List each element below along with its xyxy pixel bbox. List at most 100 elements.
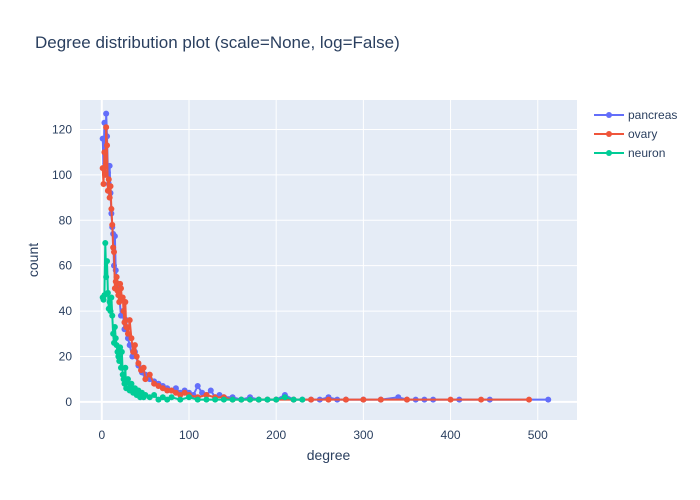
- y-tick-label: 40: [59, 304, 73, 318]
- legend-item-pancreas[interactable]: pancreas: [594, 108, 677, 122]
- data-point-ovary: [120, 308, 127, 315]
- data-point-ovary: [104, 187, 111, 194]
- data-point-ovary: [164, 387, 171, 394]
- legend[interactable]: pancreas ovary neuron: [594, 108, 677, 160]
- data-point-ovary: [146, 371, 153, 378]
- legend-marker-ovary: [606, 131, 612, 137]
- data-point-ovary: [140, 364, 147, 371]
- data-point-neuron: [115, 353, 122, 360]
- data-point-neuron: [264, 396, 271, 403]
- data-point-neuron: [100, 296, 107, 303]
- data-point-neuron: [103, 274, 110, 281]
- data-point-neuron: [121, 380, 128, 387]
- data-point-ovary: [130, 348, 137, 355]
- y-tick-label: 80: [59, 213, 73, 227]
- grid-lines: [80, 100, 577, 420]
- data-point-ovary: [325, 396, 332, 403]
- data-point-neuron: [220, 396, 227, 403]
- x-tick-label: 0: [98, 428, 105, 442]
- data-point-neuron: [128, 380, 135, 387]
- data-point-neuron: [151, 392, 158, 399]
- data-point-neuron: [110, 330, 117, 337]
- data-point-neuron: [273, 396, 280, 403]
- data-point-neuron: [255, 396, 262, 403]
- data-point-neuron: [108, 294, 115, 301]
- data-point-pancreas: [545, 396, 552, 403]
- data-point-ovary: [101, 149, 108, 156]
- data-point-ovary: [360, 396, 367, 403]
- data-point-neuron: [107, 308, 114, 315]
- data-point-ovary: [403, 396, 410, 403]
- data-point-ovary: [133, 353, 140, 360]
- data-point-ovary: [121, 319, 128, 326]
- legend-label-ovary: ovary: [628, 127, 657, 141]
- data-point-ovary: [102, 171, 109, 178]
- data-point-ovary: [126, 317, 133, 324]
- data-point-ovary: [103, 124, 110, 131]
- data-point-ovary: [100, 180, 107, 187]
- data-point-neuron: [118, 348, 125, 355]
- y-tick-label: 100: [52, 168, 72, 182]
- data-point-neuron: [120, 376, 127, 383]
- data-point-neuron: [299, 396, 306, 403]
- legend-item-ovary[interactable]: ovary: [594, 127, 657, 141]
- data-point-neuron: [112, 335, 119, 342]
- data-point-ovary: [203, 392, 210, 399]
- data-point-pancreas: [103, 110, 110, 117]
- data-point-ovary: [104, 142, 111, 149]
- data-point-pancreas: [101, 119, 108, 126]
- data-point-pancreas: [129, 353, 136, 360]
- chart-title: Degree distribution plot (scale=None, lo…: [35, 33, 400, 52]
- data-point-ovary: [377, 396, 384, 403]
- legend-item-neuron[interactable]: neuron: [594, 146, 665, 160]
- data-point-neuron: [122, 364, 129, 371]
- x-tick-label: 200: [266, 428, 286, 442]
- data-point-neuron: [229, 396, 236, 403]
- data-point-neuron: [168, 394, 175, 401]
- data-point-ovary: [109, 221, 116, 228]
- data-point-neuron: [177, 396, 184, 403]
- legend-label-pancreas: pancreas: [628, 108, 677, 122]
- x-axis-title: degree: [307, 447, 351, 463]
- data-point-ovary: [308, 396, 315, 403]
- y-tick-label: 120: [52, 123, 72, 137]
- data-point-ovary: [342, 396, 349, 403]
- x-tick-label: 400: [441, 428, 461, 442]
- legend-label-neuron: neuron: [628, 146, 665, 160]
- data-point-neuron: [102, 239, 109, 246]
- data-point-ovary: [110, 244, 117, 251]
- data-point-neuron: [119, 371, 126, 378]
- y-axis-ticks: 0 20 40 60 80 100 120: [52, 123, 72, 409]
- data-point-neuron: [109, 312, 116, 319]
- data-point-neuron: [106, 298, 113, 305]
- data-point-neuron: [290, 396, 297, 403]
- data-point-ovary: [119, 294, 126, 301]
- data-point-ovary: [478, 396, 485, 403]
- data-point-ovary: [105, 176, 112, 183]
- data-point-pancreas: [194, 382, 201, 389]
- data-point-neuron: [281, 394, 288, 401]
- y-tick-label: 0: [65, 395, 72, 409]
- data-point-neuron: [117, 364, 124, 371]
- plot-background: [80, 100, 577, 420]
- data-point-ovary: [447, 396, 454, 403]
- x-tick-label: 500: [528, 428, 548, 442]
- data-point-ovary: [135, 360, 142, 367]
- y-tick-label: 20: [59, 349, 73, 363]
- x-tick-label: 300: [353, 428, 373, 442]
- data-point-neuron: [116, 357, 123, 364]
- data-point-neuron: [104, 289, 111, 296]
- data-point-ovary: [142, 376, 149, 383]
- data-point-ovary: [117, 280, 124, 287]
- x-axis-ticks: 0 100 200 300 400 500: [98, 428, 548, 442]
- data-point-ovary: [108, 205, 115, 212]
- legend-marker-neuron: [606, 150, 612, 156]
- data-point-neuron: [124, 376, 131, 383]
- data-point-ovary: [131, 342, 138, 349]
- data-point-pancreas: [207, 387, 214, 394]
- data-point-ovary: [526, 396, 533, 403]
- data-point-ovary: [124, 330, 131, 337]
- data-point-neuron: [212, 396, 219, 403]
- data-point-ovary: [99, 165, 106, 172]
